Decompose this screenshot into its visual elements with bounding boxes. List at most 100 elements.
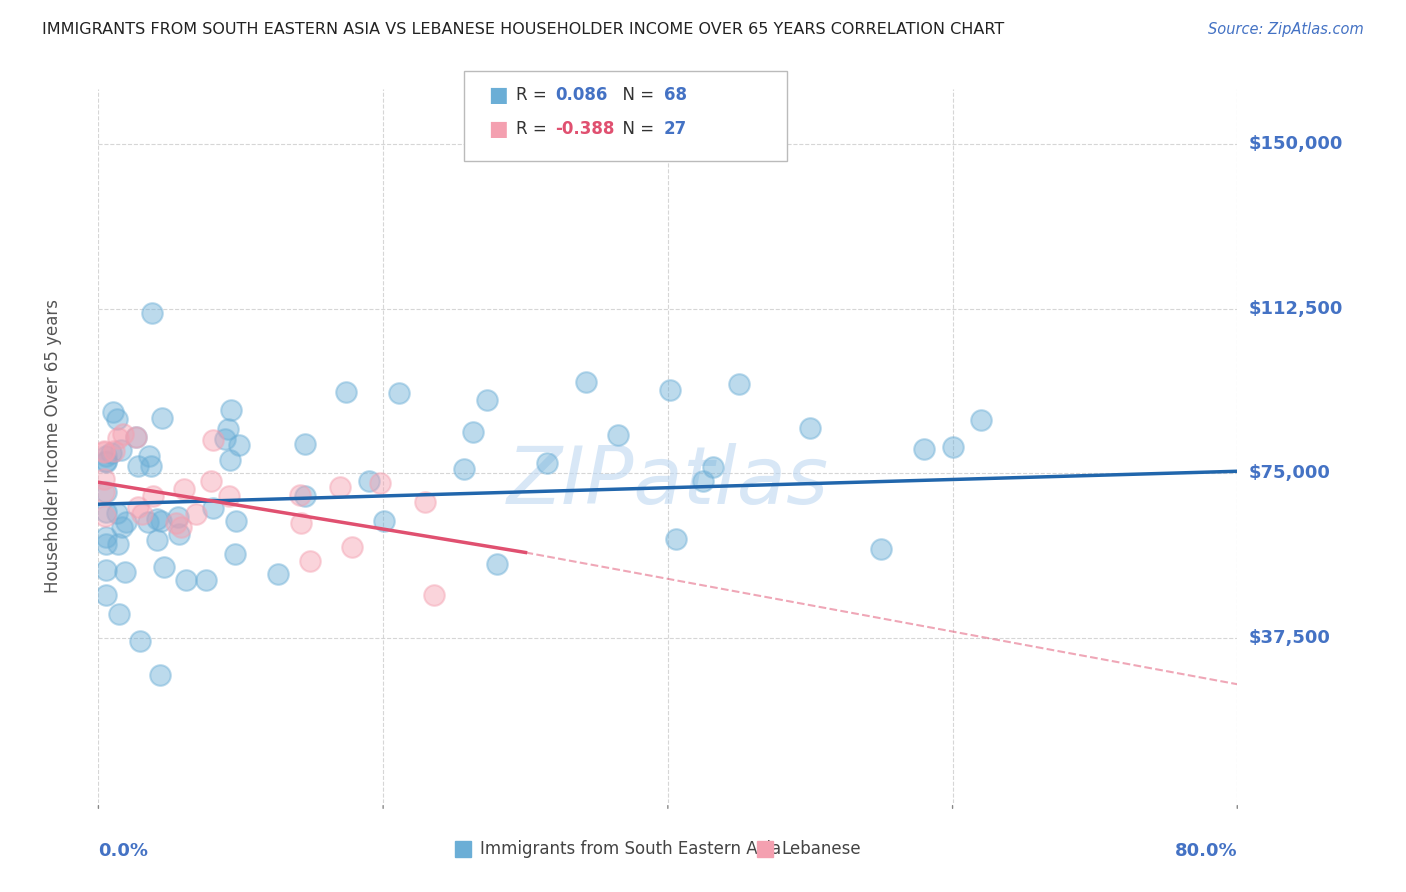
Point [174, 573, 197, 587]
Point [165, 516, 187, 531]
Point [194, 573, 217, 587]
Point [145, 533, 167, 547]
Point [728, 377, 751, 392]
Point [335, 385, 357, 400]
Point [138, 450, 160, 464]
Point [575, 375, 598, 389]
Point [536, 456, 558, 470]
Point [131, 508, 153, 522]
Point [702, 460, 724, 475]
Point [294, 437, 316, 451]
Point [329, 480, 352, 494]
Point [94, 484, 117, 499]
Text: $75,000: $75,000 [1249, 465, 1330, 483]
Text: ■: ■ [488, 86, 508, 105]
Point [148, 667, 170, 681]
Point [150, 514, 173, 528]
Text: R =: R = [516, 87, 553, 104]
Point [129, 633, 152, 648]
Point [93, 472, 115, 486]
Point [100, 446, 122, 460]
Point [461, 425, 484, 439]
Text: 68: 68 [664, 87, 686, 104]
Point [127, 500, 149, 514]
Point [357, 474, 380, 488]
Point [217, 422, 239, 436]
Text: ■: ■ [488, 120, 508, 139]
Point [105, 412, 128, 426]
Point [373, 514, 395, 528]
Point [388, 386, 411, 401]
Point [96, 455, 118, 469]
Point [139, 459, 162, 474]
Point [485, 558, 508, 572]
Point [167, 509, 190, 524]
Point [692, 474, 714, 488]
Point [413, 495, 436, 509]
Point [105, 506, 128, 520]
Point [299, 554, 322, 568]
Point [200, 474, 222, 488]
Text: $37,500: $37,500 [1249, 629, 1330, 647]
Point [107, 537, 129, 551]
Point [218, 489, 240, 503]
Point [294, 489, 316, 503]
Point [214, 432, 236, 446]
Point [112, 427, 135, 442]
Point [96, 537, 118, 551]
Text: 27: 27 [664, 120, 688, 138]
Point [125, 430, 148, 444]
Point [94, 505, 117, 519]
Point [970, 412, 993, 426]
Point [218, 452, 240, 467]
Point [453, 461, 475, 475]
Text: N =: N = [612, 87, 659, 104]
Point [94, 454, 117, 468]
Text: -0.388: -0.388 [555, 120, 614, 138]
Point [110, 443, 132, 458]
Point [142, 489, 165, 503]
Text: 0.0%: 0.0% [98, 842, 149, 860]
Point [912, 442, 935, 456]
Point [423, 588, 446, 602]
Point [173, 483, 195, 497]
Point [152, 559, 174, 574]
Point [370, 476, 392, 491]
Point [219, 403, 242, 417]
Point [93, 485, 115, 500]
Point [145, 512, 167, 526]
Point [870, 541, 893, 556]
Point [150, 410, 173, 425]
Point [799, 421, 821, 435]
Point [111, 520, 134, 534]
Point [93, 444, 115, 458]
Point [342, 540, 364, 554]
Point [127, 459, 149, 474]
Point [169, 526, 191, 541]
Point [266, 566, 288, 581]
Point [228, 438, 250, 452]
Point [141, 306, 163, 320]
Point [93, 445, 115, 459]
Point [225, 514, 247, 528]
Text: N =: N = [612, 120, 659, 138]
Point [94, 449, 117, 463]
Point [108, 607, 131, 622]
Point [664, 533, 686, 547]
Point [115, 515, 138, 529]
Point [94, 563, 117, 577]
Text: Householder Income Over 65 years: Householder Income Over 65 years [44, 299, 62, 593]
Text: ZIPatlas: ZIPatlas [506, 442, 830, 521]
Point [103, 443, 125, 458]
Point [101, 405, 124, 419]
Point [124, 429, 146, 443]
Text: R =: R = [516, 120, 553, 138]
Text: $150,000: $150,000 [1249, 135, 1343, 153]
Point [606, 428, 628, 442]
Text: 0.086: 0.086 [555, 87, 607, 104]
Point [94, 589, 117, 603]
Point [114, 565, 136, 579]
Point [942, 440, 965, 454]
Point [288, 488, 311, 502]
Point [170, 520, 193, 534]
